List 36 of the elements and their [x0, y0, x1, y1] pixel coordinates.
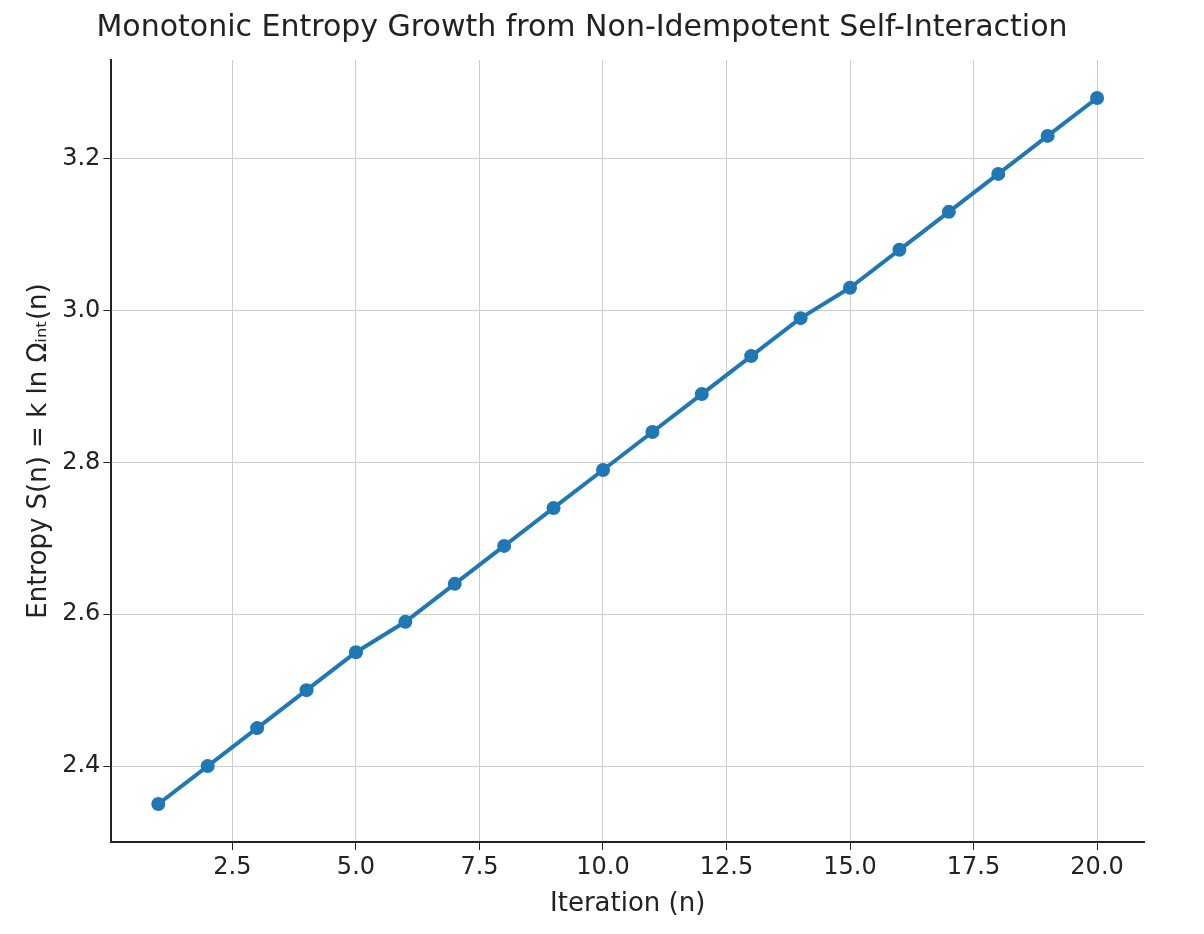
point	[250, 721, 265, 736]
x-axis-title: Iteration (n)	[550, 887, 706, 918]
point	[497, 538, 512, 553]
x-tick-label: 2.5	[213, 851, 252, 880]
point	[151, 797, 166, 812]
point	[991, 166, 1006, 181]
x-tick-label: 12.5	[699, 851, 754, 880]
point	[793, 311, 808, 326]
x-tick-label: 20.0	[1070, 851, 1124, 880]
y-tick-label: 3.2	[62, 142, 101, 171]
y-tick-label: 3.0	[62, 294, 101, 323]
x-tick-label: 17.5	[946, 851, 1001, 880]
point	[1090, 90, 1105, 105]
point	[892, 242, 907, 257]
chart-title: Monotonic Entropy Growth from Non-Idempotent Self-Interaction	[96, 7, 1068, 43]
y-tick-label: 2.6	[62, 598, 101, 627]
point	[1040, 128, 1055, 143]
x-tick-label: 15.0	[823, 851, 877, 880]
point	[447, 576, 462, 591]
point	[941, 204, 956, 219]
point	[546, 500, 561, 515]
point	[744, 349, 759, 364]
point	[694, 387, 709, 402]
point	[299, 683, 314, 698]
x-tick-label: 7.5	[460, 851, 499, 880]
x-tick-label: 10.0	[576, 851, 630, 880]
y-axis-title: Entropy S(n) = k ln Ωᵢₙₜ(n)	[22, 283, 53, 619]
point	[843, 280, 858, 295]
y-tick-label: 2.8	[62, 446, 101, 475]
point	[645, 425, 660, 440]
y-tick-label: 2.4	[62, 750, 101, 779]
point	[200, 759, 215, 774]
x-tick-label: 5.0	[336, 851, 376, 880]
point	[595, 462, 610, 477]
point	[348, 645, 363, 660]
point	[398, 614, 413, 629]
